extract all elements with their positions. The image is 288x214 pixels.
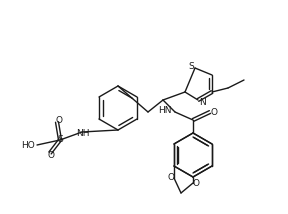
Text: HO: HO (21, 141, 35, 150)
Text: O: O (48, 150, 54, 159)
Text: O: O (56, 116, 62, 125)
Text: HN: HN (158, 106, 172, 114)
Text: O: O (168, 174, 175, 183)
Text: O: O (192, 178, 200, 187)
Text: S: S (57, 135, 63, 144)
Text: O: O (211, 107, 217, 116)
Text: N: N (199, 98, 205, 107)
Text: S: S (188, 61, 194, 70)
Text: NH: NH (76, 129, 90, 138)
